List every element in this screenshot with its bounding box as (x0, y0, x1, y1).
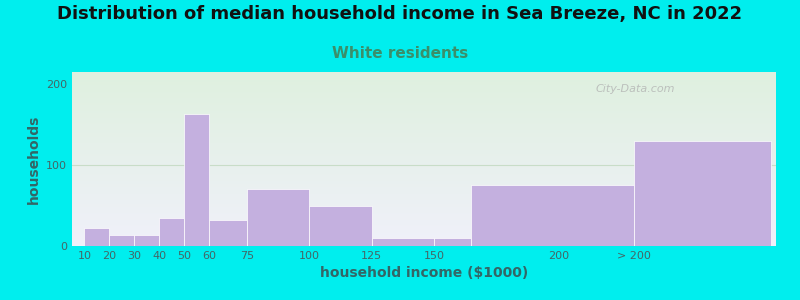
Text: City-Data.com: City-Data.com (595, 84, 675, 94)
Bar (371, 238, 434, 246)
X-axis label: household income ($1000): household income ($1000) (320, 266, 528, 280)
Bar (159, 218, 184, 246)
Y-axis label: households: households (26, 114, 41, 204)
Bar (634, 141, 771, 246)
Text: Distribution of median household income in Sea Breeze, NC in 2022: Distribution of median household income … (58, 4, 742, 22)
Bar (246, 189, 309, 246)
Bar (309, 206, 371, 246)
Bar (110, 235, 134, 246)
Bar (85, 228, 110, 246)
Bar (184, 114, 210, 246)
Bar (134, 235, 159, 246)
Bar (434, 238, 471, 246)
Bar (210, 220, 246, 246)
Text: White residents: White residents (332, 46, 468, 62)
Bar (471, 185, 634, 246)
